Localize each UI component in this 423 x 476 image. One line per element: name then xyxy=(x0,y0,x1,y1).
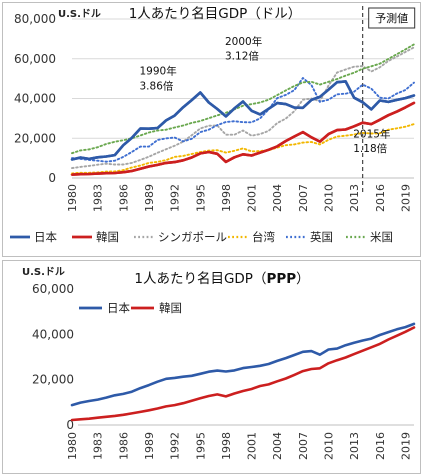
x-tick-label: 2001 xyxy=(246,184,259,212)
x-tick-label: 1989 xyxy=(143,432,156,460)
chart-2-ppp-gdp: 0 20,000 40,000 60,000 U.S.ドル 1人あたり名目GDP（PPP）… xyxy=(2,260,421,474)
annotation-label: 2015年 xyxy=(353,127,390,140)
forecast-box xyxy=(368,7,416,29)
y-tick-label: 40,000 xyxy=(32,327,74,341)
chart-2-frame xyxy=(2,260,421,474)
legend-label: 米国 xyxy=(370,230,393,244)
annotation-label: 1.18倍 xyxy=(353,142,387,155)
x-tick-label: 2019 xyxy=(399,432,412,460)
chart-2-title-bold: PPP xyxy=(266,271,296,287)
x-tick-label: 2007 xyxy=(297,184,310,212)
legend-label: 日本 xyxy=(34,230,57,244)
x-tick-label: 1995 xyxy=(194,432,207,460)
legend-label: 台湾 xyxy=(252,230,275,244)
x-tick-label: 2016 xyxy=(374,184,387,212)
legend-label: 英国 xyxy=(310,230,333,244)
y-tick-label: 80,000 xyxy=(14,12,56,26)
series-line-0-top xyxy=(71,80,415,161)
x-tick-label: 2013 xyxy=(348,432,361,460)
annotation-label: 1990年 xyxy=(140,65,177,78)
chart-2-title-main: 1人あたり名目GDP（ xyxy=(134,271,266,287)
x-tick-label: 2019 xyxy=(399,184,412,212)
legend-label: シンガポール xyxy=(158,230,227,244)
chart-2-title: 1人あたり名目GDP（PPP） xyxy=(134,271,309,287)
x-tick-label: 1983 xyxy=(92,432,105,460)
legend-label: 日本 xyxy=(107,301,130,315)
series-line-2 xyxy=(71,46,415,170)
x-tick-label: 1980 xyxy=(66,432,79,460)
annotation-label: 3.86倍 xyxy=(140,80,174,93)
chart-2-title-end: ） xyxy=(296,271,310,287)
x-tick-label: 1995 xyxy=(194,184,207,212)
x-tick-label: 2010 xyxy=(323,432,336,460)
x-tick-label: 1980 xyxy=(66,184,79,212)
y-unit-label: U.S.ドル xyxy=(22,266,65,278)
x-tick-label: 1989 xyxy=(143,184,156,212)
x-tick-label: 2010 xyxy=(323,184,336,212)
x-tick-label: 2013 xyxy=(348,184,361,212)
x-tick-label: 1986 xyxy=(117,184,130,212)
y-tick-label: 60,000 xyxy=(14,52,56,66)
chart-1-nominal-gdp: 0 20,000 40,000 60,000 80,000 予測値 U.S.ドル 1人あたり名… xyxy=(2,2,421,257)
y-tick-label: 20,000 xyxy=(14,131,56,145)
x-tick-label: 2004 xyxy=(271,432,284,460)
series-line-0 xyxy=(70,322,416,407)
x-tick-label: 1998 xyxy=(220,184,233,212)
x-tick-label: 1998 xyxy=(220,432,233,460)
series-line-3 xyxy=(71,123,415,175)
y-tick-label: 20,000 xyxy=(32,373,74,387)
x-tick-label: 2004 xyxy=(271,184,284,212)
x-tick-label: 1983 xyxy=(92,184,105,212)
chart-1-title: 1人あたり名目GDP（ドル） xyxy=(129,6,302,22)
y-tick-label: 0 xyxy=(66,418,74,432)
legend-label: 韓国 xyxy=(96,230,119,244)
x-tick-label: 1986 xyxy=(117,432,130,460)
series-line-1 xyxy=(70,326,416,422)
annotation-label: 2000年 xyxy=(225,35,262,48)
legend-label: 韓国 xyxy=(159,301,182,315)
x-tick-label: 1992 xyxy=(169,432,182,460)
series-line-1-top xyxy=(71,101,415,176)
annotation-label: 3.12倍 xyxy=(225,50,259,63)
y-tick-label: 40,000 xyxy=(14,92,56,106)
chart-1-frame xyxy=(2,2,421,257)
forecast-label: 予測値 xyxy=(375,11,408,25)
series-line-4 xyxy=(71,77,415,163)
y-tick-label: 60,000 xyxy=(32,282,74,296)
x-tick-label: 2016 xyxy=(374,432,387,460)
y-unit-label: U.S.ドル xyxy=(58,8,101,20)
x-tick-label: 1992 xyxy=(169,184,182,212)
x-tick-label: 2007 xyxy=(297,432,310,460)
y-tick-label: 0 xyxy=(48,171,56,185)
x-tick-label: 2001 xyxy=(246,432,259,460)
